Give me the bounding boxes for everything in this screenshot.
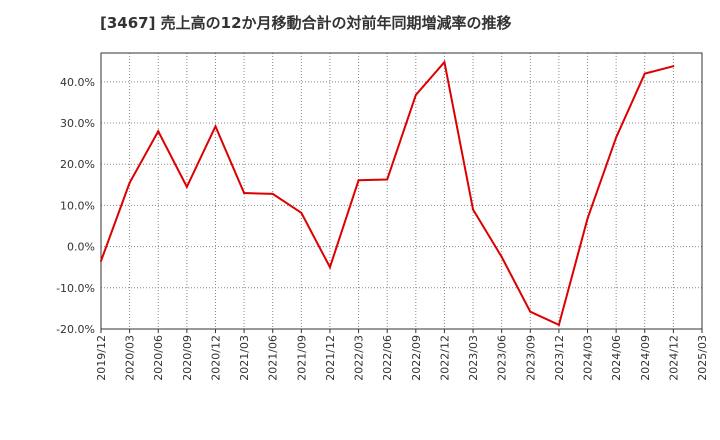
data-point [386, 178, 389, 181]
data-point [300, 211, 303, 214]
data-point [243, 192, 246, 195]
data-point [557, 323, 560, 326]
x-tick-label: 2020/06 [152, 335, 165, 381]
x-tick-label: 2021/09 [295, 335, 308, 381]
x-tick-label: 2022/06 [381, 335, 394, 381]
plot-area [101, 53, 702, 329]
data-point [128, 181, 131, 184]
x-tick-label: 2020/03 [124, 335, 137, 381]
data-point [586, 217, 589, 220]
x-tick-label: 2025/03 [696, 335, 709, 381]
x-tick-label: 2024/12 [667, 335, 680, 381]
x-tick-label: 2022/12 [438, 335, 451, 381]
y-tick-label: 0.0% [67, 241, 95, 254]
x-tick-label: 2023/12 [553, 335, 566, 381]
x-tick-label: 2021/03 [238, 335, 251, 381]
data-point [328, 266, 331, 269]
x-tick-label: 2022/03 [353, 335, 366, 381]
x-tick-label: 2023/06 [496, 335, 509, 381]
data-point [500, 255, 503, 258]
y-tick-label: -10.0% [56, 282, 95, 295]
data-point [472, 208, 475, 211]
data-point [185, 185, 188, 188]
x-tick-label: 2023/09 [524, 335, 537, 381]
y-tick-label: 20.0% [60, 158, 95, 171]
data-point [157, 130, 160, 133]
x-tick-label: 2021/06 [267, 335, 280, 381]
x-tick-label: 2022/09 [410, 335, 423, 381]
x-tick-label: 2019/12 [95, 335, 108, 381]
x-tick-label: 2020/12 [209, 335, 222, 381]
data-point [214, 125, 217, 128]
x-tick-label: 2020/09 [181, 335, 194, 381]
x-tick-label: 2024/09 [639, 335, 652, 381]
x-tick-label: 2021/12 [324, 335, 337, 381]
y-tick-label: -20.0% [56, 323, 95, 336]
data-point [100, 260, 102, 263]
data-point [443, 61, 446, 64]
data-point [271, 192, 274, 195]
x-tick-label: 2023/03 [467, 335, 480, 381]
data-point [643, 72, 646, 75]
data-point [414, 94, 417, 97]
x-tick-label: 2024/03 [582, 335, 595, 381]
y-tick-label: 40.0% [60, 76, 95, 89]
data-point [529, 310, 532, 313]
x-tick-label: 2024/06 [610, 335, 623, 381]
data-point [615, 136, 618, 139]
plot-border [100, 52, 703, 330]
y-tick-label: 10.0% [60, 199, 95, 212]
chart-title: [3467] 売上高の12か月移動合計の対前年同期増減率の推移 [100, 14, 512, 32]
data-point [672, 65, 675, 68]
data-point [357, 179, 360, 182]
y-tick-label: 30.0% [60, 117, 95, 130]
